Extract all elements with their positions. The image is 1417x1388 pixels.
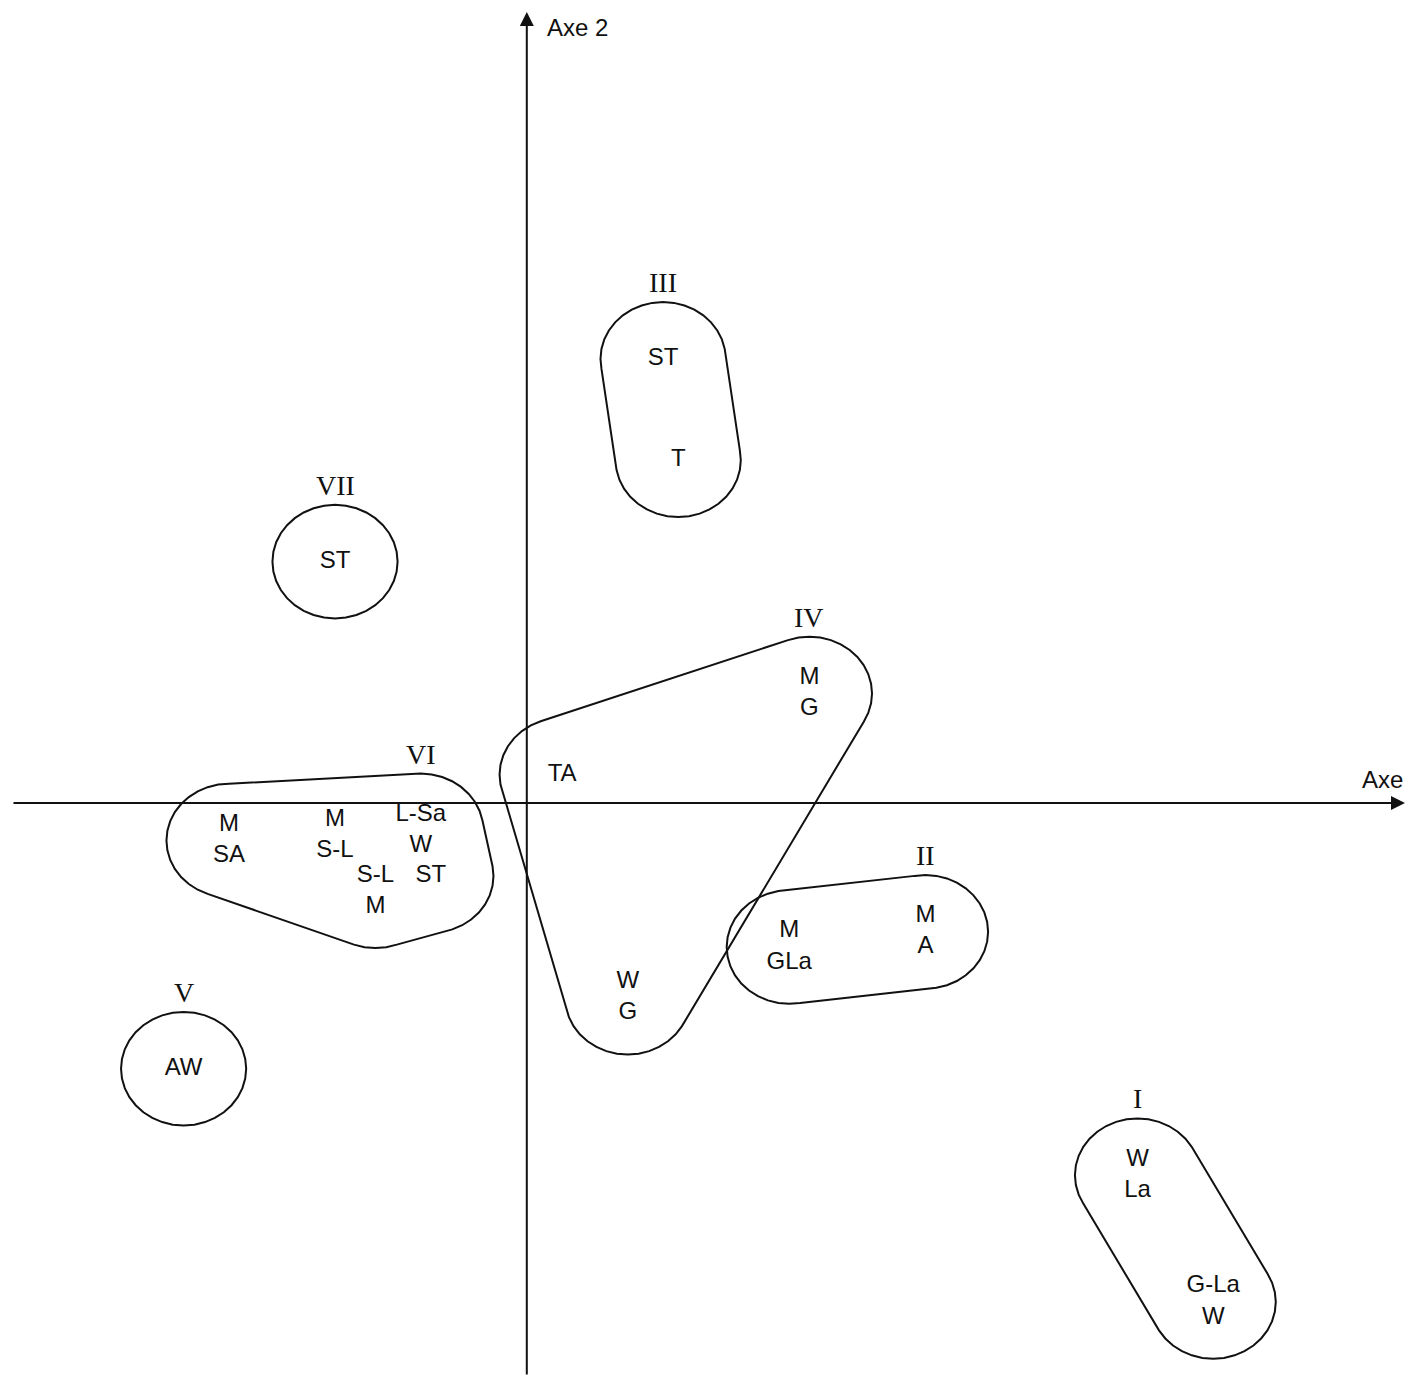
svg-text:L-SaW: L-SaW <box>395 799 446 857</box>
svg-text:S-LM: S-LM <box>357 860 394 918</box>
svg-text:MSA: MSA <box>213 809 245 867</box>
svg-text:WG: WG <box>616 966 639 1024</box>
svg-text:ST: ST <box>416 860 447 887</box>
svg-text:Axe: Axe <box>1362 766 1403 793</box>
svg-text:V: V <box>174 977 194 1008</box>
svg-text:III: III <box>649 267 677 298</box>
svg-text:TA: TA <box>548 759 577 786</box>
svg-text:ST: ST <box>648 343 679 370</box>
svg-text:Axe 2: Axe 2 <box>547 14 608 41</box>
svg-text:MS-L: MS-L <box>316 804 353 862</box>
svg-text:VI: VI <box>406 739 436 770</box>
svg-text:I: I <box>1133 1083 1142 1114</box>
svg-text:MA: MA <box>916 900 936 958</box>
svg-text:IV: IV <box>794 602 824 633</box>
svg-text:T: T <box>671 444 686 471</box>
svg-text:AW: AW <box>165 1053 203 1080</box>
svg-text:MG: MG <box>799 662 819 720</box>
svg-text:MGLa: MGLa <box>767 915 813 973</box>
svg-text:VII: VII <box>316 470 355 501</box>
svg-text:II: II <box>916 840 935 871</box>
svg-text:G-LaW: G-LaW <box>1187 1270 1241 1328</box>
svg-text:WLa: WLa <box>1124 1144 1151 1202</box>
svg-text:ST: ST <box>320 546 351 573</box>
